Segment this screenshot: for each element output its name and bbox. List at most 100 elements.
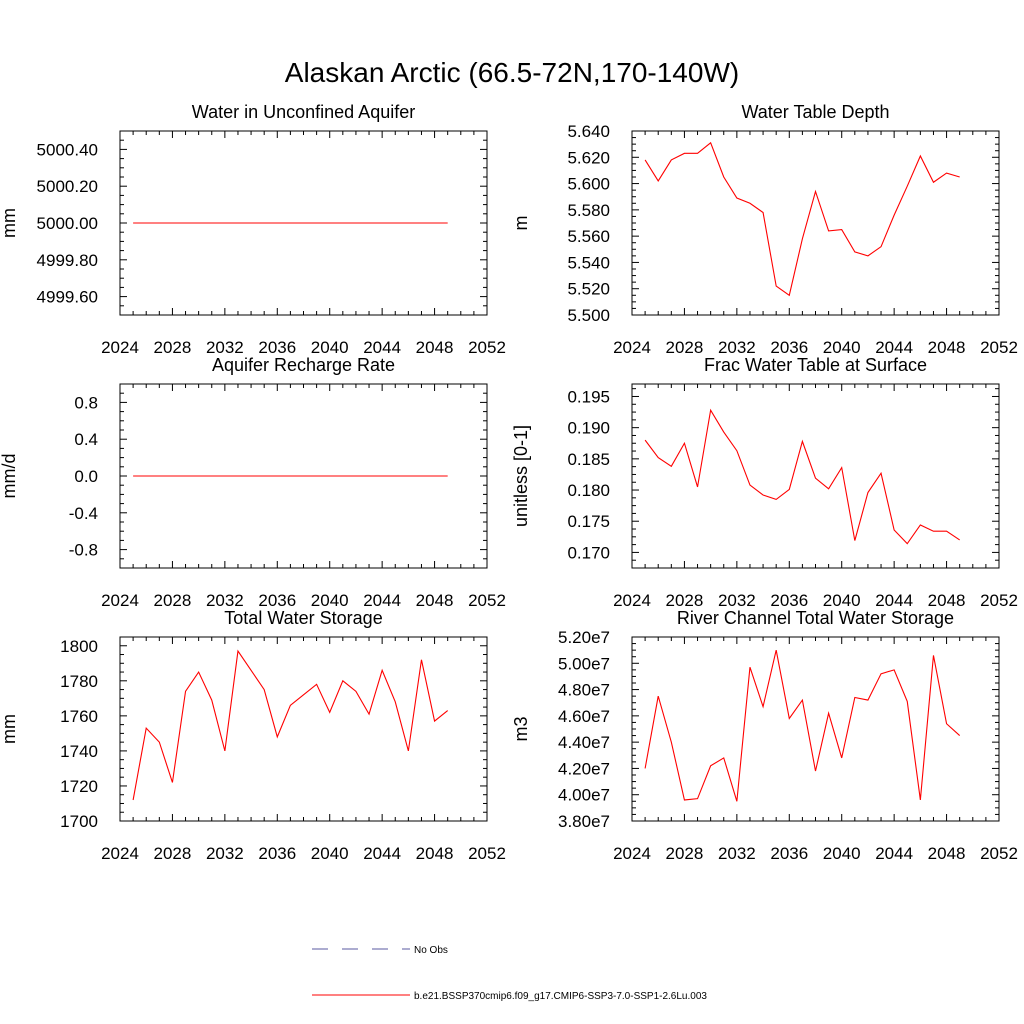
- x-tick-label: 2028: [154, 844, 192, 863]
- data-point: [710, 765, 711, 766]
- x-tick-label: 2048: [928, 338, 966, 357]
- x-tick-label: 2052: [468, 591, 506, 610]
- y-tick-label: 1780: [60, 672, 98, 691]
- y-tick-label: 1700: [60, 812, 98, 831]
- data-point: [303, 475, 304, 476]
- data-point: [736, 450, 737, 451]
- data-point: [815, 478, 816, 479]
- data-point: [224, 222, 225, 223]
- data-point: [316, 475, 317, 476]
- data-point: [146, 475, 147, 476]
- data-point: [946, 172, 947, 173]
- data-point: [421, 475, 422, 476]
- y-tick-label: 4.40e7: [558, 733, 610, 752]
- y-tick-label: 1740: [60, 742, 98, 761]
- data-point: [329, 222, 330, 223]
- data-point: [355, 691, 356, 692]
- data-point: [368, 475, 369, 476]
- data-point: [133, 222, 134, 223]
- plot-frame: [631, 383, 1000, 569]
- panel-title: Total Water Storage: [224, 608, 382, 628]
- x-tick-label: 2040: [823, 844, 861, 863]
- data-point: [355, 222, 356, 223]
- data-point: [342, 680, 343, 681]
- data-point: [198, 671, 199, 672]
- x-tick-label: 2024: [101, 591, 139, 610]
- x-tick-label: 2032: [718, 338, 756, 357]
- x-tick-label: 2032: [206, 338, 244, 357]
- data-point: [697, 486, 698, 487]
- plot-frame: [631, 130, 1000, 316]
- data-point: [434, 475, 435, 476]
- data-point: [237, 222, 238, 223]
- data-point: [342, 475, 343, 476]
- data-point: [237, 650, 238, 651]
- data-point: [762, 212, 763, 213]
- panel-frac-water-table-at-surface: Frac Water Table at Surface unitless [0-1…: [511, 355, 1018, 610]
- y-tick-label: 5.00e7: [558, 654, 610, 673]
- data-point: [277, 475, 278, 476]
- data-point: [382, 670, 383, 671]
- y-tick-label: 4999.60: [37, 288, 98, 307]
- data-point: [828, 488, 829, 489]
- panel-total-water-storage: Total Water Storage mm 2024 2028 2032 2036 204…: [0, 608, 506, 863]
- x-tick-label: 2024: [613, 591, 651, 610]
- data-point: [959, 176, 960, 177]
- x-tick-label: 2028: [666, 338, 704, 357]
- data-point: [841, 757, 842, 758]
- data-point: [316, 684, 317, 685]
- data-point: [854, 540, 855, 541]
- x-tick-label: 2040: [311, 844, 349, 863]
- data-point: [211, 475, 212, 476]
- x-tick-label: 2044: [363, 844, 401, 863]
- x-tick-label: 2052: [980, 844, 1018, 863]
- data-point: [920, 799, 921, 800]
- data-point: [290, 222, 291, 223]
- data-point: [749, 203, 750, 204]
- data-point: [749, 667, 750, 668]
- data-point: [421, 222, 422, 223]
- y-tick-label: 0.4: [74, 430, 98, 449]
- data-point: [841, 467, 842, 468]
- panel-title: Water in Unconfined Aquifer: [192, 102, 415, 122]
- x-tick-label: 2052: [980, 338, 1018, 357]
- data-point: [841, 229, 842, 230]
- data-point: [211, 699, 212, 700]
- y-tick-label: 0.175: [567, 512, 610, 531]
- y-tick-label: 1760: [60, 707, 98, 726]
- x-tick-label: 2036: [258, 591, 296, 610]
- data-point: [802, 238, 803, 239]
- data-point: [828, 230, 829, 231]
- data-point: [933, 655, 934, 656]
- x-tick-label: 2048: [928, 844, 966, 863]
- data-point: [172, 475, 173, 476]
- data-point: [198, 475, 199, 476]
- data-point: [815, 770, 816, 771]
- panel-water-table-depth: Water Table Depth m 2024 2028 2032 2036 2040 20…: [511, 102, 1018, 357]
- panel-river-channel-total-water-storage: River Channel Total Water Storage m3 2024 2…: [511, 608, 1018, 863]
- data-point: [434, 721, 435, 722]
- main-title: Alaskan Arctic (66.5-72N,170-140W): [285, 57, 739, 88]
- y-tick-label: 4.80e7: [558, 681, 610, 700]
- data-point: [172, 222, 173, 223]
- x-tick-label: 2044: [875, 338, 913, 357]
- x-tick-label: 2024: [101, 844, 139, 863]
- x-tick-label: 2044: [363, 338, 401, 357]
- data-point: [250, 222, 251, 223]
- data-point: [408, 475, 409, 476]
- x-tick-label: 2044: [363, 591, 401, 610]
- legend: No Obs b.e21.BSSP370cmip6.f09_g17.CMIP6-…: [312, 945, 707, 1002]
- data-point: [867, 699, 868, 700]
- panel-aquifer-recharge-rate: Aquifer Recharge Rate mm/d 2024 2028 2032 203…: [0, 355, 506, 610]
- data-point: [867, 492, 868, 493]
- x-tick-label: 2052: [980, 591, 1018, 610]
- y-tick-label: -0.8: [69, 541, 98, 560]
- y-axis-label: unitless [0-1]: [511, 425, 531, 527]
- data-point: [303, 694, 304, 695]
- data-point: [224, 475, 225, 476]
- data-point: [645, 159, 646, 160]
- x-tick-label: 2036: [770, 338, 808, 357]
- data-point: [146, 222, 147, 223]
- data-point: [146, 728, 147, 729]
